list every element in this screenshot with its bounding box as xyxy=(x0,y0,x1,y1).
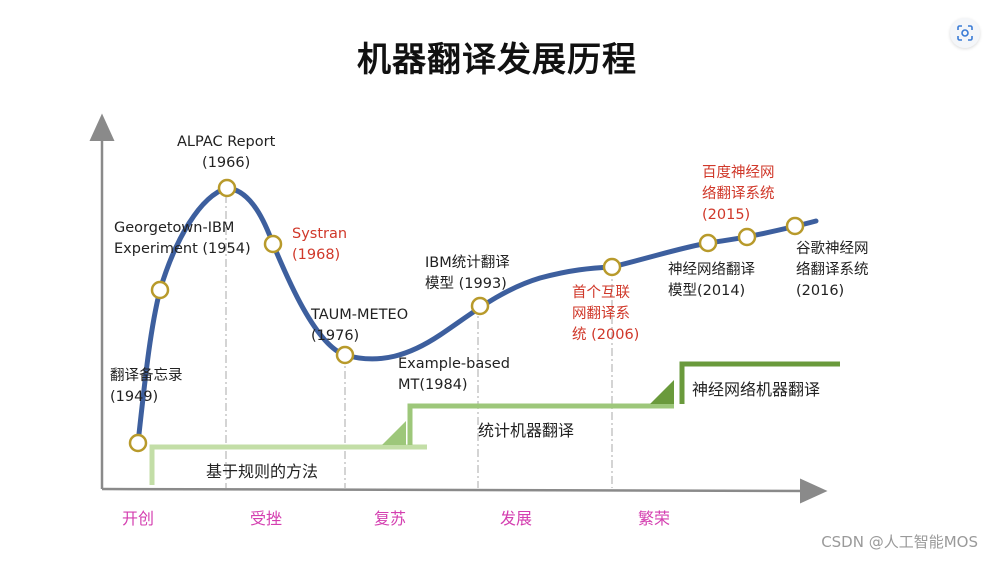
x-axis xyxy=(101,478,828,504)
event-node-2016 xyxy=(785,216,805,236)
event-label-line: ALPAC Report xyxy=(177,134,276,150)
event-label-line: 网翻译系 xyxy=(572,306,630,322)
era-label: 繁荣 xyxy=(638,509,671,528)
event-label-line: 翻译备忘录 xyxy=(110,368,183,384)
era-label: 受挫 xyxy=(250,509,283,528)
stage-rule-line xyxy=(149,444,427,485)
event-label-line: (1949) xyxy=(110,389,159,405)
event-label-line: (1966) xyxy=(202,155,251,171)
event-label-memo: 翻译备忘录 (1949) xyxy=(110,366,183,408)
event-node-1993 xyxy=(470,296,490,316)
event-label-line: Experiment (1954) xyxy=(114,241,251,257)
event-node-2015 xyxy=(737,227,757,247)
event-label-line: MT(1984) xyxy=(398,377,468,393)
watermark: CSDN @人工智能MOS xyxy=(821,533,978,551)
event-label-ibm: IBM统计翻译 模型 (1993) xyxy=(425,253,510,295)
event-label-line: 络翻译系统 xyxy=(702,186,775,202)
event-label-line: 模型(2014) xyxy=(668,283,746,299)
event-node-1966 xyxy=(217,178,237,198)
scan-icon xyxy=(957,25,973,41)
event-label-line: (1976) xyxy=(311,328,360,344)
event-label-line: Georgetown-IBM xyxy=(114,220,235,236)
event-label-alpac: ALPAC Report (1966) xyxy=(177,132,275,174)
stage-rule-ramp xyxy=(382,421,406,445)
event-label-line: (2015) xyxy=(702,207,751,223)
stage-neural-line xyxy=(679,361,840,404)
event-label-baidu: 百度神经网 络翻译系统 (2015) xyxy=(702,163,775,226)
event-label-line: 首个互联 xyxy=(572,285,630,301)
event-node-2006 xyxy=(602,257,622,277)
stage-stat-line xyxy=(407,403,674,445)
stage-stat-ramp xyxy=(650,380,674,404)
event-label-line: (2016) xyxy=(796,283,845,299)
event-label-line: 络翻译系统 xyxy=(796,262,869,278)
stage-label-rule: 基于规则的方法 xyxy=(206,462,319,481)
event-label-georgetown: Georgetown-IBM Experiment (1954) xyxy=(114,218,251,260)
event-label-taum: TAUM-METEO (1976) xyxy=(311,305,408,347)
event-label-line: Example-based xyxy=(398,356,510,372)
era-label: 复苏 xyxy=(374,509,407,528)
event-node-1954 xyxy=(150,280,170,300)
era-label: 开创 xyxy=(122,509,155,528)
event-label-nmt2014: 神经网络翻译 模型(2014) xyxy=(668,260,755,302)
stage-label-neural: 神经网络机器翻译 xyxy=(692,380,821,399)
event-node-1976 xyxy=(335,345,355,365)
event-label-line: 神经网络翻译 xyxy=(668,262,755,278)
stage-label-stat: 统计机器翻译 xyxy=(478,421,575,440)
scan-button[interactable] xyxy=(950,18,980,48)
event-label-systran: Systran (1968) xyxy=(292,224,347,266)
event-label-line: TAUM-METEO xyxy=(311,307,409,323)
event-label-line: IBM统计翻译 xyxy=(425,255,510,271)
event-label-line: 统 (2006) xyxy=(572,327,640,343)
event-node-2014 xyxy=(698,233,718,253)
event-label-line: 谷歌神经网 xyxy=(796,241,869,257)
event-label-line: 模型 (1993) xyxy=(425,276,507,292)
event-label-line: (1968) xyxy=(292,247,341,263)
event-label-line: 百度神经网 xyxy=(702,165,775,181)
event-label-line: Systran xyxy=(292,226,348,242)
event-label-google: 谷歌神经网 络翻译系统 (2016) xyxy=(796,239,869,302)
era-label: 发展 xyxy=(500,509,533,528)
diagram-title: 机器翻译发展历程 xyxy=(357,40,637,80)
event-label-example: Example-based MT(1984) xyxy=(398,354,510,396)
event-label-first-internet: 首个互联 网翻译系 统 (2006) xyxy=(572,283,639,346)
event-node-1968 xyxy=(263,234,283,254)
event-node-1949 xyxy=(128,433,148,453)
